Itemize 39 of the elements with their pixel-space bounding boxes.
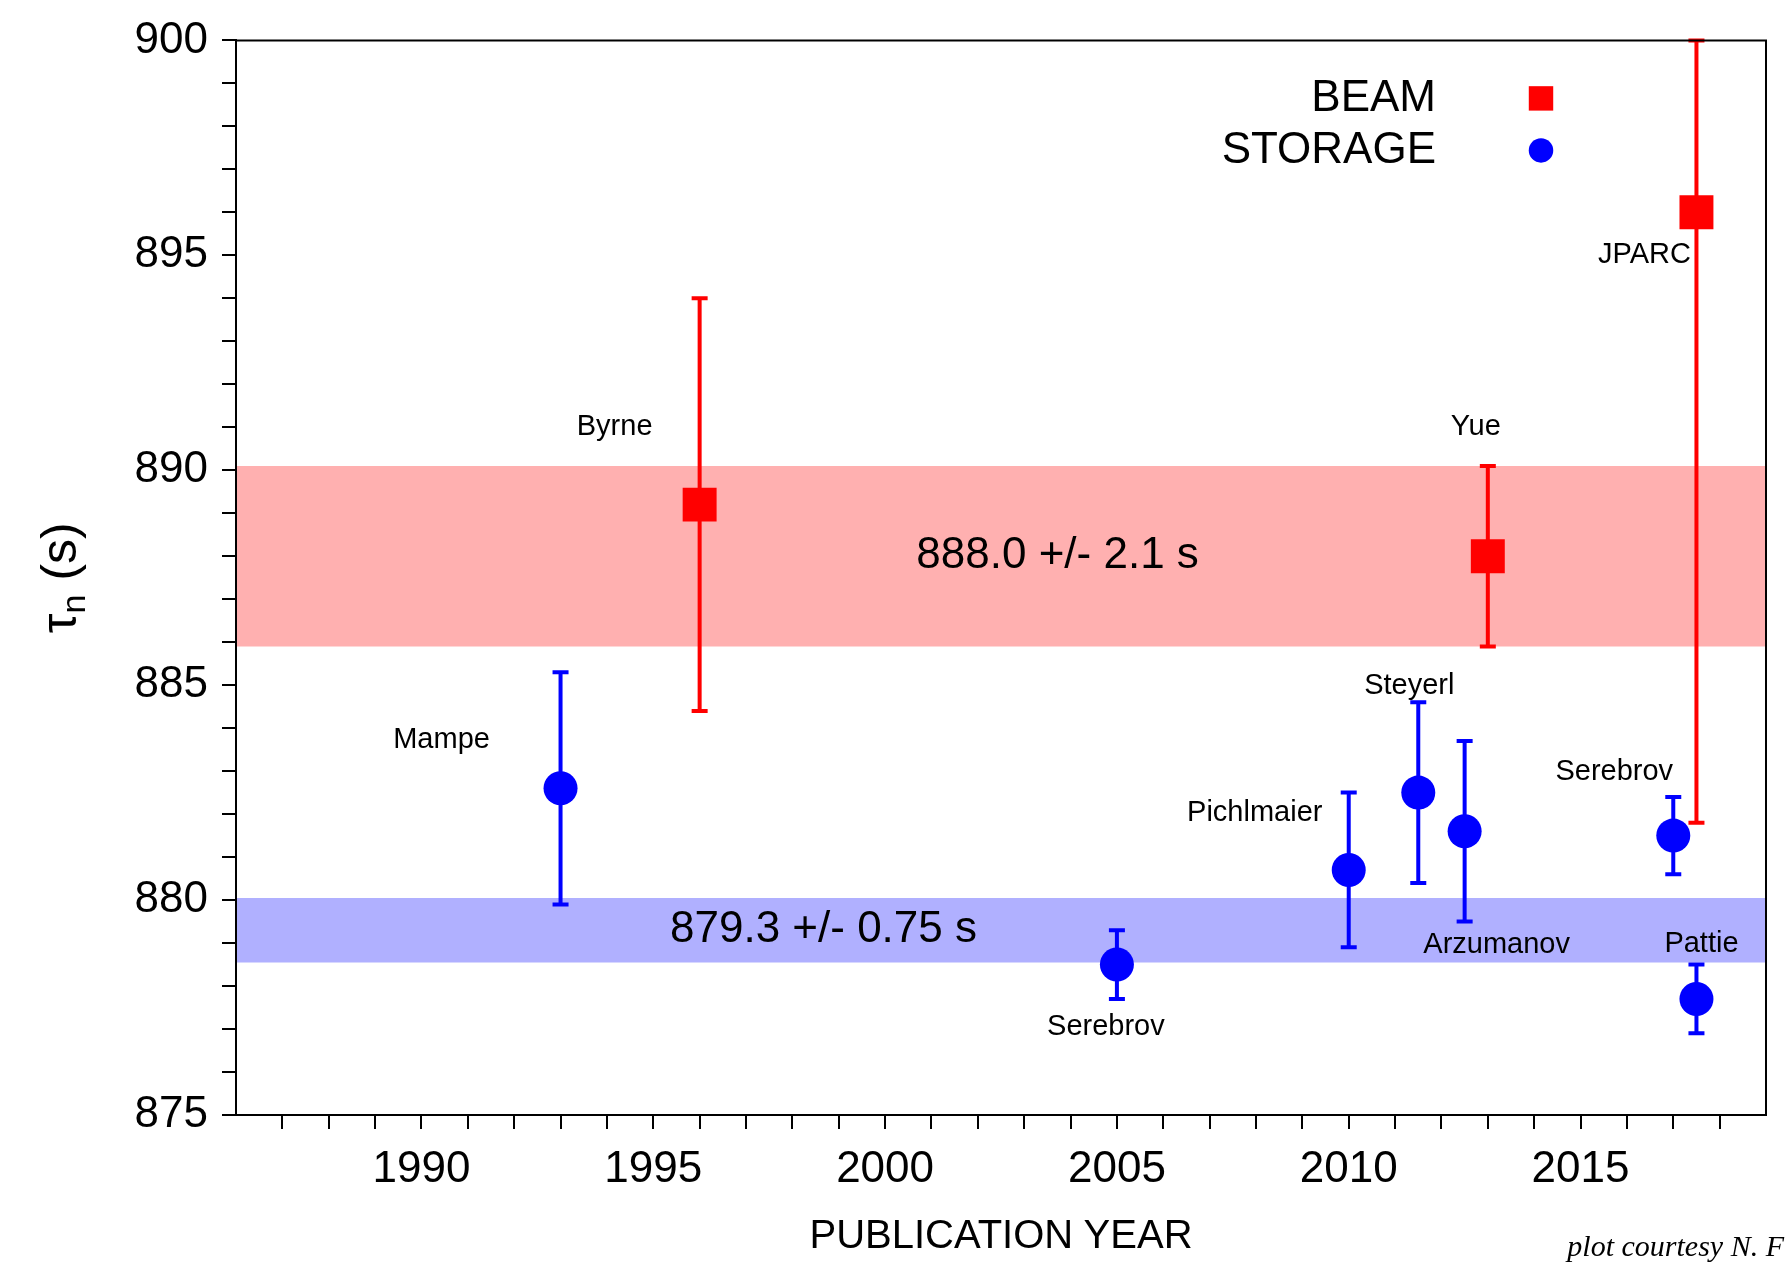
annotation: Mampe (393, 722, 490, 755)
point (1447, 814, 1482, 849)
x-tick-label: 2005 (1067, 1141, 1166, 1191)
text: plot courtesy N. F (1565, 1228, 1785, 1262)
annotation: Serebrov (1047, 1008, 1166, 1041)
legend-label: STORAGE (1221, 122, 1436, 172)
legend-label: BEAM (1311, 70, 1436, 120)
point (543, 771, 578, 806)
annotation: Yue (1450, 408, 1501, 441)
annotation: Serebrov (1555, 753, 1674, 786)
band-label: 879.3 +/- 0.75 s (670, 902, 978, 952)
y-axis-title: τn (s) (30, 522, 93, 634)
annotation: Pichlmaier (1187, 794, 1323, 827)
x-tick-label: 2000 (836, 1141, 935, 1191)
annotation: Steyerl (1364, 668, 1455, 701)
y-tick-label: 880 (134, 872, 208, 922)
annotation: JPARC (1597, 237, 1691, 270)
point (1470, 539, 1505, 574)
x-tick-label: 1990 (372, 1141, 471, 1191)
point (1679, 195, 1714, 230)
x-tick-label: 2015 (1531, 1141, 1630, 1191)
annotation: Byrne (576, 408, 653, 441)
y-tick-label: 875 (134, 1087, 208, 1137)
point (682, 487, 717, 522)
band-label: 888.0 +/- 2.1 s (916, 528, 1199, 578)
point (1656, 818, 1691, 853)
annotation: Pattie (1664, 925, 1739, 958)
y-tick-label: 885 (134, 657, 208, 707)
point (1099, 947, 1134, 982)
x-tick-label: 2010 (1299, 1141, 1398, 1191)
annotation: Arzumanov (1423, 926, 1571, 959)
x-tick-label: 1995 (604, 1141, 703, 1191)
y-tick-label: 890 (134, 442, 208, 492)
point (1401, 775, 1436, 810)
point (1331, 852, 1366, 887)
x-axis-title: PUBLICATION YEAR (809, 1212, 1193, 1257)
point (1679, 981, 1714, 1016)
y-tick-label: 895 (134, 227, 208, 277)
y-tick-label: 900 (134, 12, 208, 62)
